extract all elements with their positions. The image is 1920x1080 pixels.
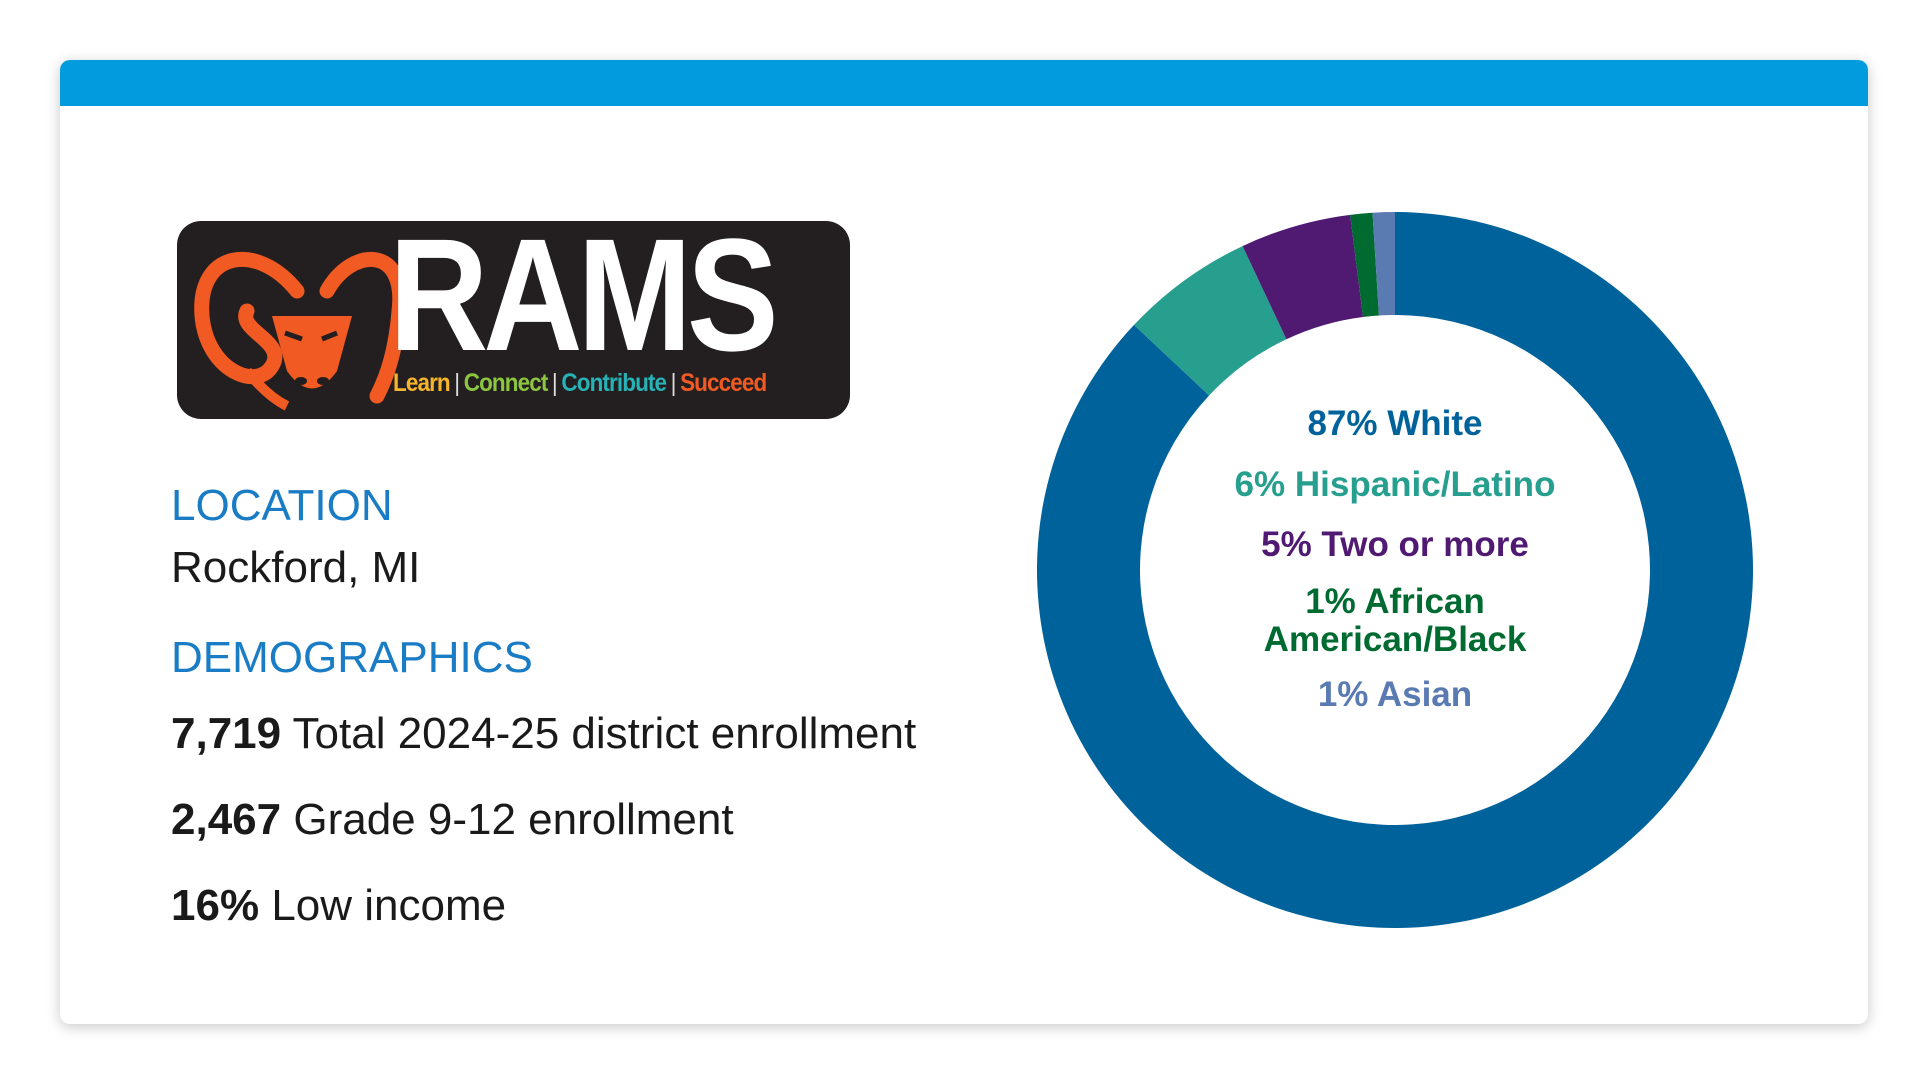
stat-text: Low income bbox=[271, 881, 507, 930]
tagline-learn: Learn bbox=[393, 369, 451, 397]
profile-card: RAMS Learn | Connect | Contribute | Succeed LO… bbox=[60, 60, 1868, 1024]
legend-label-two-or-more: 5% Two or more bbox=[1261, 525, 1529, 564]
legend-label-asian: 1% Asian bbox=[1317, 674, 1473, 714]
location-value: Rockford, MI bbox=[171, 543, 421, 592]
stat-number: 2,467 bbox=[171, 795, 282, 844]
stat-text: Grade 9-12 enrollment bbox=[293, 795, 734, 844]
location-label: LOCATION bbox=[171, 481, 393, 530]
demographics-label: DEMOGRAPHICS bbox=[171, 633, 533, 682]
legend-label-white: 87% White bbox=[1307, 404, 1483, 443]
logo-wordmark: RAMS bbox=[389, 221, 779, 384]
stat-number: 16% bbox=[171, 881, 260, 930]
legend-label-african-american: 1% African American/Black bbox=[1263, 581, 1527, 659]
tagline-connect: Connect bbox=[463, 369, 549, 397]
donut-center-legend: 87% White 6% Hispanic/Latino 5% Two or m… bbox=[1195, 404, 1595, 714]
accent-top-bar bbox=[60, 60, 1868, 106]
stat-text: Total 2024-25 district enrollment bbox=[292, 709, 917, 758]
slice-hispanic bbox=[1134, 246, 1287, 396]
legend-label-hispanic: 6% Hispanic/Latino bbox=[1234, 464, 1556, 504]
logo-tagline: Learn | Connect | Contribute | Succeed bbox=[393, 369, 767, 398]
tagline-separator: | bbox=[670, 369, 677, 397]
district-logo: RAMS Learn | Connect | Contribute | Succeed bbox=[177, 221, 850, 419]
demographics-donut-chart bbox=[1037, 212, 1753, 929]
stat-number: 7,719 bbox=[171, 709, 282, 758]
tagline-separator: | bbox=[454, 369, 460, 397]
tagline-contribute: Contribute bbox=[561, 369, 667, 397]
stat-total-enrollment: 7,719 Total 2024-25 district enrollment bbox=[171, 712, 916, 756]
slice-african-american bbox=[1350, 212, 1379, 318]
tagline-succeed: Succeed bbox=[680, 369, 767, 397]
stat-low-income: 16% Low income bbox=[171, 884, 506, 928]
ram-head-icon bbox=[194, 251, 408, 411]
tagline-separator: | bbox=[551, 369, 558, 397]
slice-asian bbox=[1372, 212, 1395, 316]
stat-grade-enrollment: 2,467 Grade 9-12 enrollment bbox=[171, 798, 734, 842]
slice-two-or-more bbox=[1242, 214, 1364, 340]
